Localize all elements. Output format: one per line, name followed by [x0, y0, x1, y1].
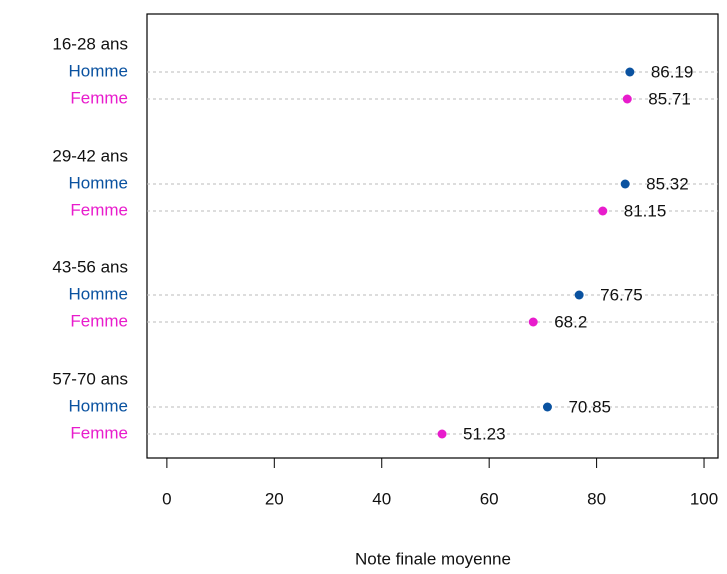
value-label: 81.15: [624, 201, 667, 220]
dot: [528, 317, 538, 327]
x-tick-label: 100: [690, 489, 718, 508]
dot: [625, 67, 635, 77]
value-label: 86.19: [651, 62, 694, 81]
x-tick-label: 40: [372, 489, 391, 508]
dot: [620, 179, 630, 189]
row-label: Homme: [68, 173, 128, 192]
row-label: Homme: [68, 396, 128, 415]
group-label: 57-70 ans: [52, 369, 128, 388]
row-label: Homme: [68, 284, 128, 303]
row-label: Femme: [70, 311, 128, 330]
x-tick-label: 20: [265, 489, 284, 508]
x-tick-label: 60: [480, 489, 499, 508]
value-label: 76.75: [600, 285, 643, 304]
row-label: Homme: [68, 61, 128, 80]
group-label: 16-28 ans: [52, 34, 128, 53]
value-label: 51.23: [463, 424, 506, 443]
plot-frame: [146, 13, 719, 459]
dot: [542, 402, 552, 412]
dot: [622, 94, 632, 104]
dot: [574, 290, 584, 300]
dot: [598, 206, 608, 216]
value-label: 85.32: [646, 174, 689, 193]
row-label: Femme: [70, 200, 128, 219]
x-tick-label: 0: [162, 489, 171, 508]
group-label: 29-42 ans: [52, 146, 128, 165]
value-label: 68.2: [554, 312, 587, 331]
dot: [437, 429, 447, 439]
x-tick-label: 80: [587, 489, 606, 508]
value-label: 70.85: [568, 397, 611, 416]
group-label: 43-56 ans: [52, 257, 128, 276]
value-label: 85.71: [648, 89, 691, 108]
row-label: Femme: [70, 423, 128, 442]
x-axis-label: Note finale moyenne: [355, 549, 511, 568]
row-label: Femme: [70, 88, 128, 107]
